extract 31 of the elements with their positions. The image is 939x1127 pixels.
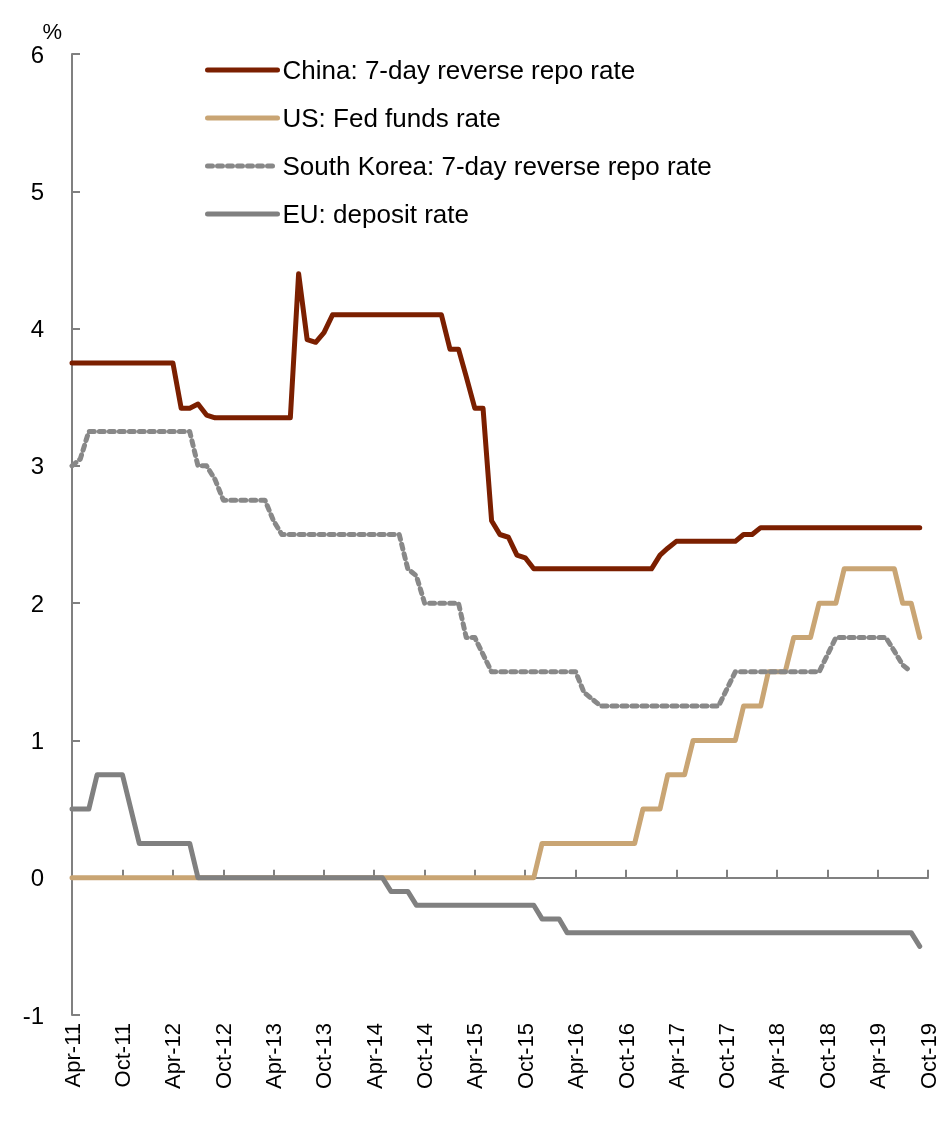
legend-label: China: 7-day reverse repo rate (282, 55, 636, 85)
x-tick-label: Oct-14 (412, 1023, 438, 1090)
y-tick-label: 5 (30, 177, 44, 205)
x-tick-label: Apr-12 (160, 1023, 186, 1090)
x-tick-label: Apr-15 (462, 1023, 488, 1090)
x-tick-label: Oct-12 (210, 1023, 236, 1090)
y-tick-label: 6 (30, 40, 44, 68)
y-tick-label: 4 (30, 315, 44, 343)
x-tick-label: Apr-17 (663, 1023, 689, 1090)
x-tick-label: Oct-13 (311, 1023, 337, 1090)
x-tick-label: Apr-16 (563, 1023, 589, 1090)
x-tick-label: Apr-18 (764, 1023, 790, 1090)
x-tick-label: Oct-18 (814, 1023, 840, 1090)
x-tick-label: Apr-19 (865, 1023, 891, 1090)
x-tick-label: Oct-16 (613, 1023, 639, 1090)
y-tick-label: 0 (30, 864, 44, 892)
y-tick-label: 2 (30, 589, 44, 617)
y-tick-label: -1 (22, 1001, 44, 1029)
legend-label: US: Fed funds rate (282, 103, 501, 133)
y-axis-title: % (42, 18, 62, 44)
x-tick-label: Oct-17 (714, 1023, 740, 1090)
legend-label: South Korea: 7-day reverse repo rate (282, 151, 712, 181)
x-tick-label: Oct-15 (512, 1023, 538, 1090)
y-tick-label: 3 (30, 452, 44, 480)
x-tick-label: Apr-11 (59, 1023, 85, 1088)
x-tick-label: Apr-13 (261, 1023, 287, 1090)
x-tick-label: Oct-11 (109, 1023, 135, 1088)
x-tick-label: Apr-14 (361, 1023, 387, 1090)
legend-label: EU: deposit rate (282, 199, 469, 229)
x-tick-label: Oct-19 (915, 1023, 939, 1090)
y-tick-label: 1 (30, 726, 44, 754)
